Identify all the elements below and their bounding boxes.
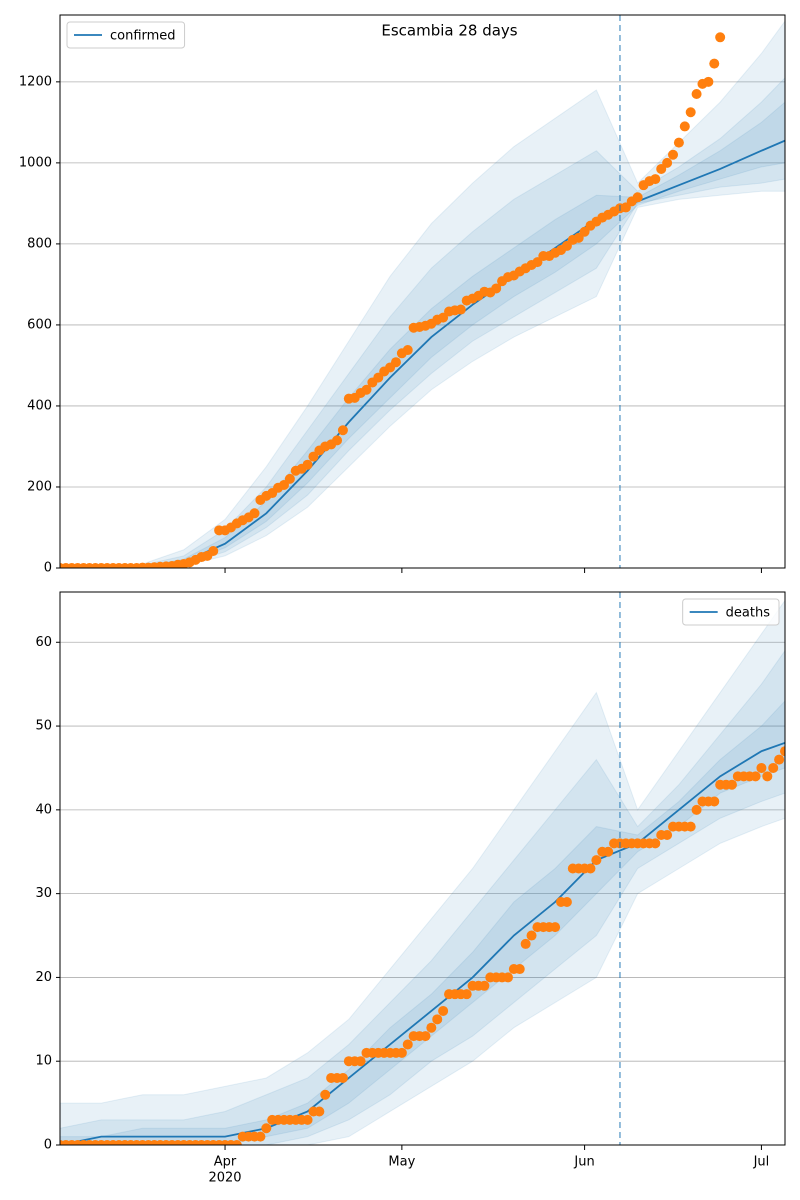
data-point <box>780 746 785 757</box>
plot <box>60 20 785 568</box>
legend-box <box>682 598 780 626</box>
data-point <box>691 804 702 815</box>
data-point <box>691 89 702 99</box>
y-tick-label: 20 <box>35 970 52 985</box>
chart-title: Escambia 28 days <box>381 22 517 40</box>
data-point <box>750 771 761 782</box>
x-year-label: 2020 <box>208 1171 241 1186</box>
data-point <box>603 846 614 857</box>
data-point <box>284 473 295 484</box>
data-point <box>231 1140 242 1145</box>
data-point <box>756 762 767 773</box>
legend-label: deaths <box>726 606 771 621</box>
x-tick-label: May <box>388 1155 415 1170</box>
y-tick-label: 10 <box>35 1054 52 1069</box>
axes-frame <box>59 14 786 569</box>
data-point <box>361 384 372 395</box>
x-tick-label: Jul <box>753 1155 770 1170</box>
data-point <box>355 1056 366 1067</box>
y-tick-label: 0 <box>44 561 52 576</box>
data-point <box>314 1106 325 1117</box>
data-point <box>420 1031 431 1042</box>
band <box>60 20 785 568</box>
y-tick-label: 1000 <box>19 155 52 170</box>
y-tick-label: 0 <box>44 1138 52 1153</box>
y-tick-label: 60 <box>35 635 52 650</box>
data-point <box>479 980 490 991</box>
data-point <box>668 149 679 160</box>
x-tick-label: Apr <box>214 1155 237 1170</box>
band <box>60 599 785 1145</box>
plot-area <box>60 15 785 568</box>
legend-label: confirmed <box>110 29 176 44</box>
data-point <box>709 796 720 807</box>
data-point <box>550 922 561 933</box>
data-point <box>302 459 313 470</box>
data-point <box>703 76 714 87</box>
data-point <box>491 283 502 294</box>
legend-box <box>66 21 186 49</box>
y-tick-label: 50 <box>35 719 52 734</box>
data-point <box>208 545 219 556</box>
data-point <box>715 32 726 43</box>
plot <box>60 599 785 1145</box>
data-point <box>774 754 785 765</box>
data-point <box>432 1014 443 1025</box>
model-line <box>60 741 785 1145</box>
data-point <box>255 1131 266 1142</box>
data-point <box>502 972 513 983</box>
data-point <box>337 1072 348 1083</box>
data-point <box>337 425 348 436</box>
data-point <box>709 58 720 69</box>
data-point <box>402 1039 413 1050</box>
y-tick-label: 30 <box>35 886 52 901</box>
data-point <box>768 762 779 773</box>
data-point <box>438 1005 449 1016</box>
data-point <box>455 304 466 315</box>
data-point <box>396 1047 407 1058</box>
data-point <box>320 1089 331 1100</box>
data-point <box>726 779 737 790</box>
band <box>60 649 785 1145</box>
data-point <box>514 964 525 975</box>
data-point <box>591 855 602 866</box>
data-point <box>426 1022 437 1033</box>
data-point <box>261 1123 272 1134</box>
x-tick-label: Jun <box>573 1155 594 1170</box>
y-tick-label: 40 <box>35 802 52 817</box>
axes-frame <box>59 591 786 1146</box>
y-tick-label: 400 <box>27 398 52 413</box>
plot-area <box>60 592 785 1145</box>
data-point <box>332 435 343 446</box>
data-point <box>526 930 537 941</box>
data-point <box>685 107 696 118</box>
y-tick-label: 200 <box>27 479 52 494</box>
data-point <box>632 192 643 203</box>
data-point <box>662 157 673 168</box>
data-point <box>561 897 572 908</box>
data-point <box>762 771 773 782</box>
data-point <box>585 863 596 874</box>
data-point <box>679 121 690 132</box>
data-point <box>650 838 661 849</box>
data-point <box>249 508 260 519</box>
y-tick-label: 1200 <box>19 74 52 89</box>
data-point <box>461 989 472 1000</box>
data-point <box>662 829 673 840</box>
data-point <box>390 357 401 368</box>
data-point <box>302 1114 313 1125</box>
y-tick-label: 600 <box>27 317 52 332</box>
data-point <box>673 137 684 148</box>
data-point <box>650 174 661 185</box>
data-point <box>685 821 696 832</box>
y-tick-label: 800 <box>27 236 52 251</box>
data-point <box>402 345 413 356</box>
data-point <box>520 938 531 949</box>
